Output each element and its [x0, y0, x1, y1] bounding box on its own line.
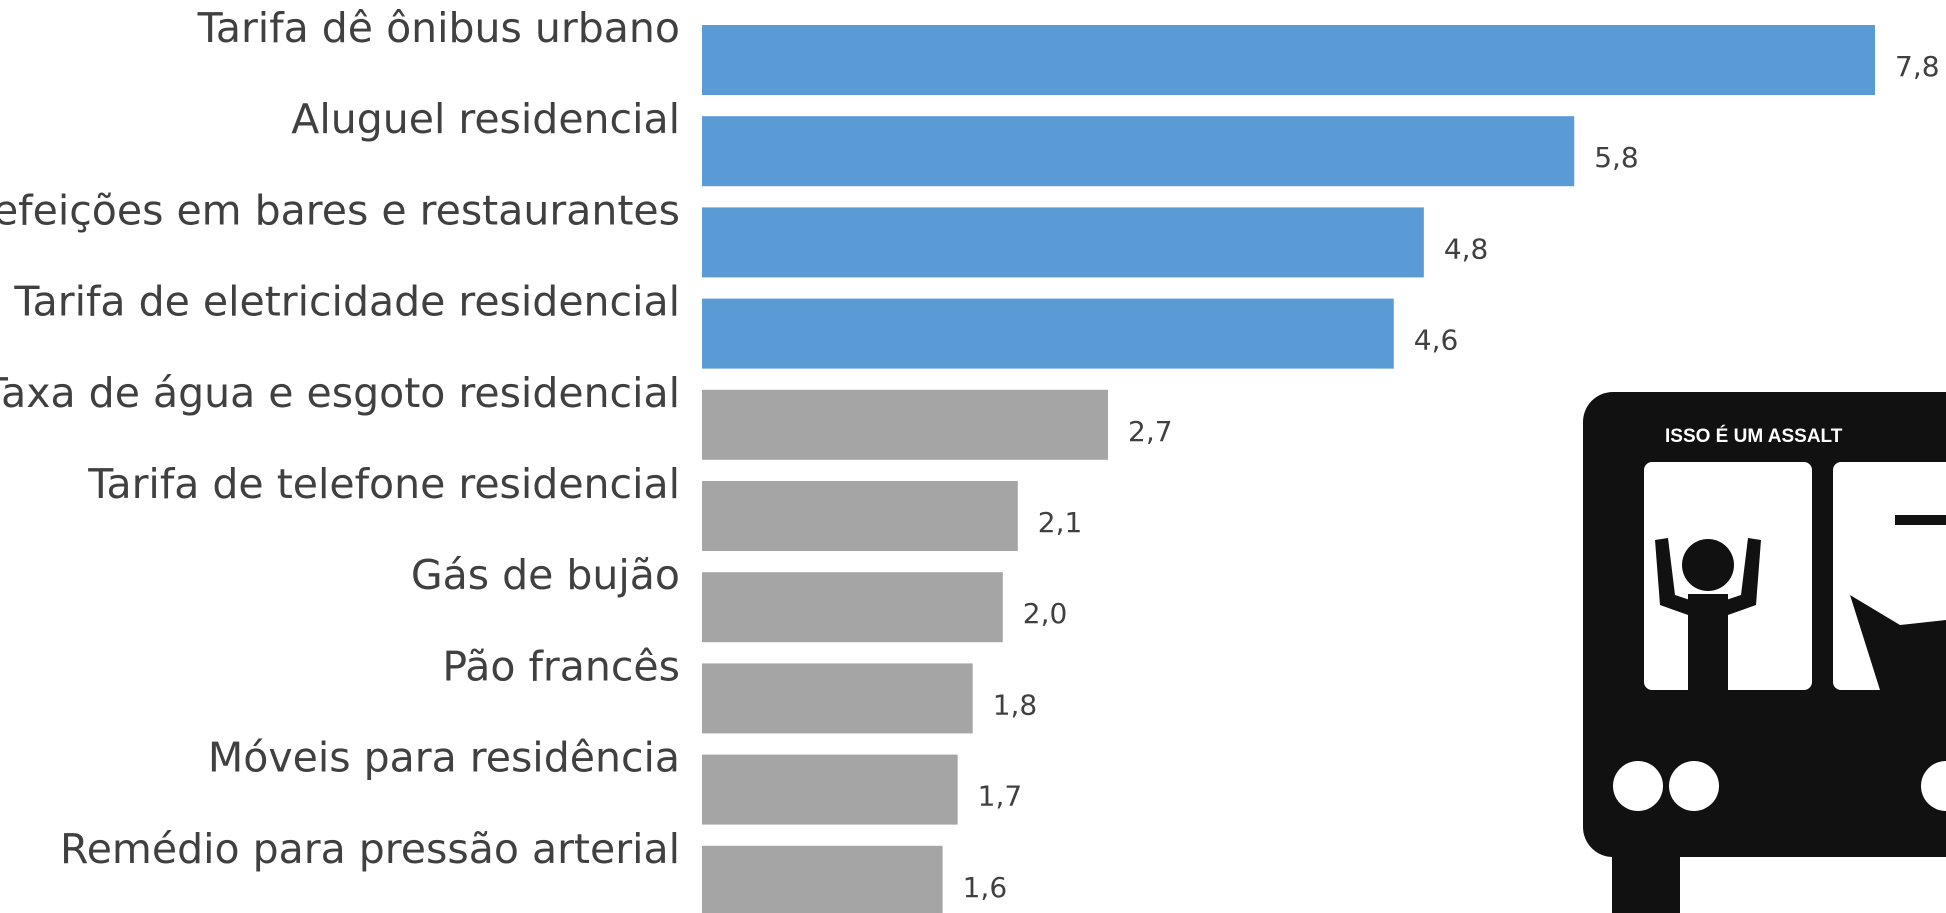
value-label: 2,1 — [1038, 506, 1083, 539]
value-label: 2,7 — [1128, 415, 1173, 448]
category-label: Taxa de água e esgoto residencial — [0, 369, 680, 417]
bar — [702, 25, 1875, 95]
bar — [702, 754, 958, 825]
bar — [702, 116, 1575, 187]
value-label: 1,7 — [978, 780, 1023, 813]
category-label: Gás de bujão — [411, 551, 680, 599]
category-label: Móveis para residência — [208, 734, 680, 782]
value-label: 2,0 — [1023, 597, 1068, 630]
value-label: 4,6 — [1414, 324, 1459, 357]
annotation: ISSO É UM ASSALT — [1665, 425, 1843, 447]
bar — [702, 572, 1003, 643]
value-label: 1,6 — [963, 871, 1008, 904]
category-label: Refeições em bares e restaurantes — [0, 186, 680, 234]
value-label: 5,8 — [1594, 141, 1639, 174]
category-label: Tarifa de eletricidade residencial — [13, 278, 680, 326]
category-label: Remédio para pressão arterial — [60, 825, 680, 873]
value-label: 1,8 — [993, 688, 1038, 721]
value-label: 4,8 — [1444, 232, 1489, 265]
bus-illustration: ISSO É UM ASSALT — [1583, 392, 1946, 913]
bar — [702, 207, 1424, 278]
category-label: Tarifa dê ônibus urbano — [197, 4, 680, 52]
value-label: 7,8 — [1895, 50, 1940, 83]
category-label: Aluguel residencial — [291, 95, 680, 143]
bar — [702, 389, 1109, 460]
bar — [702, 663, 973, 734]
bar — [702, 481, 1018, 551]
bar — [702, 845, 943, 913]
category-label: Tarifa de telefone residencial — [87, 460, 680, 508]
bar — [702, 298, 1394, 369]
category-label: Pão francês — [442, 642, 680, 690]
